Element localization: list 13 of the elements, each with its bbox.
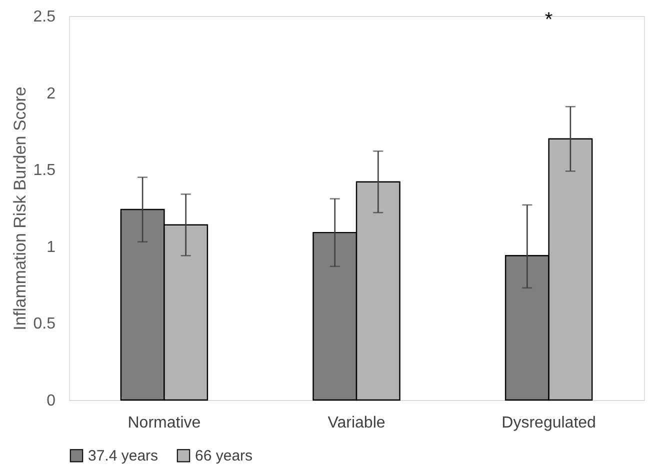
y-axis-title: Inflammation Risk Burden Score: [10, 86, 30, 330]
legend-label: 37.4 years: [88, 448, 158, 465]
y-tick-label: 0.5: [33, 316, 56, 333]
legend-label: 66 years: [195, 448, 253, 465]
x-tick-label: Dysregulated: [502, 414, 596, 432]
y-tick-label: 1.5: [33, 162, 56, 180]
y-tick-label: 2.5: [33, 8, 56, 26]
x-tick-label: Variable: [328, 414, 386, 432]
x-tick-label: Normative: [128, 414, 201, 432]
y-tick-label: 2: [46, 85, 56, 102]
annotation: *: [544, 9, 553, 31]
y-tick-label: 1: [46, 238, 56, 256]
y-tick-label: 0: [46, 392, 56, 410]
